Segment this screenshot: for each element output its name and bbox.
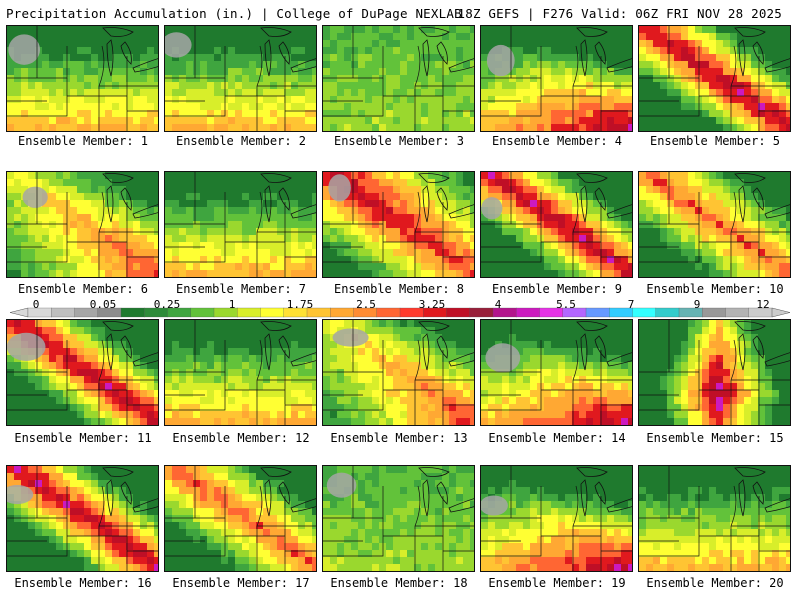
precip-field <box>639 466 790 571</box>
colorbar-tick-label: 1.75 <box>286 298 314 311</box>
ensemble-member-label: Ensemble Member: 12 <box>172 431 310 445</box>
ensemble-map-19 <box>480 465 633 572</box>
ensemble-member-label: Ensemble Member: 3 <box>333 134 465 148</box>
colorbar-swatch <box>725 307 750 318</box>
colorbar-swatch <box>376 307 401 318</box>
ensemble-map-20 <box>638 465 791 572</box>
colorbar-tick-label: 1 <box>228 298 236 311</box>
colorbar-tick-label: 0.25 <box>153 298 181 311</box>
colorbar-swatch <box>190 307 215 318</box>
colorbar-tick-label: 9 <box>693 298 701 311</box>
ensemble-member-label: Ensemble Member: 6 <box>17 282 149 296</box>
ensemble-member-label: Ensemble Member: 19 <box>488 576 626 590</box>
colorbar-swatch <box>120 307 145 318</box>
colorbar-max-arrow <box>771 307 791 318</box>
colorbar-tick-label: 3.25 <box>418 298 446 311</box>
colorbar-swatch <box>702 307 726 318</box>
precip-field <box>165 172 316 277</box>
ensemble-map-2 <box>164 25 317 132</box>
precip-field <box>639 320 790 425</box>
ensemble-member-label: Ensemble Member: 14 <box>488 431 626 445</box>
ensemble-member-label: Ensemble Member: 7 <box>175 282 307 296</box>
ensemble-map-1 <box>6 25 159 132</box>
precip-field <box>165 320 316 425</box>
ensemble-member-label: Ensemble Member: 17 <box>172 576 310 590</box>
precip-field <box>323 26 474 131</box>
ensemble-map-12 <box>164 319 317 426</box>
precip-field <box>7 320 158 425</box>
colorbar-swatch <box>585 307 610 318</box>
colorbar-swatch <box>655 307 680 318</box>
ensemble-map-5 <box>638 25 791 132</box>
precip-field <box>639 26 790 131</box>
page-title: Precipitation Accumulation (in.) | Colle… <box>6 6 462 21</box>
ensemble-map-8 <box>322 171 475 278</box>
ensemble-map-17 <box>164 465 317 572</box>
colorbar-tick-label: 5.5 <box>556 298 576 311</box>
precip-field <box>7 26 158 131</box>
colorbar-tick-label: 0 <box>32 298 40 311</box>
ensemble-member-label: Ensemble Member: 5 <box>649 134 781 148</box>
ensemble-map-10 <box>638 171 791 278</box>
ensemble-member-label: Ensemble Member: 8 <box>333 282 465 296</box>
ensemble-map-13 <box>322 319 475 426</box>
ensemble-map-7 <box>164 171 317 278</box>
ensemble-map-14 <box>480 319 633 426</box>
ensemble-map-6 <box>6 171 159 278</box>
colorbar-min-arrow <box>9 307 29 318</box>
ensemble-member-label: Ensemble Member: 11 <box>14 431 152 445</box>
ensemble-member-label: Ensemble Member: 9 <box>491 282 623 296</box>
ensemble-map-9 <box>480 171 633 278</box>
precip-field <box>323 466 474 571</box>
colorbar-swatch <box>330 307 354 318</box>
precip-field <box>481 466 632 571</box>
ensemble-map-11 <box>6 319 159 426</box>
ensemble-member-label: Ensemble Member: 16 <box>14 576 152 590</box>
ensemble-member-label: Ensemble Member: 20 <box>646 576 784 590</box>
ensemble-member-label: Ensemble Member: 2 <box>175 134 307 148</box>
ensemble-map-18 <box>322 465 475 572</box>
precip-field <box>481 26 632 131</box>
ensemble-member-label: Ensemble Member: 1 <box>17 134 149 148</box>
colorbar-tick-label: 0.05 <box>89 298 117 311</box>
colorbar-swatch <box>516 307 540 318</box>
precip-field <box>323 320 474 425</box>
colorbar-tick-label: 7 <box>627 298 635 311</box>
precip-colorbar <box>9 307 791 318</box>
ensemble-map-4 <box>480 25 633 132</box>
precip-field <box>481 320 632 425</box>
colorbar-tick-label: 12 <box>756 298 770 311</box>
precip-field <box>165 26 316 131</box>
colorbar-swatch <box>237 307 261 318</box>
colorbar-swatch <box>27 307 52 318</box>
model-run-info: 18Z GEFS | F276 Valid: 06Z FRI NOV 28 20… <box>457 6 782 21</box>
precip-field <box>481 172 632 277</box>
colorbar-swatch <box>446 307 471 318</box>
colorbar-swatch <box>632 307 657 318</box>
ensemble-member-label: Ensemble Member: 4 <box>491 134 623 148</box>
ensemble-map-3 <box>322 25 475 132</box>
colorbar-tick-label: 4 <box>494 298 502 311</box>
colorbar-tick-label: 2.5 <box>356 298 376 311</box>
precip-field <box>7 172 158 277</box>
colorbar-swatch <box>469 307 494 318</box>
ensemble-member-label: Ensemble Member: 15 <box>646 431 784 445</box>
colorbar-swatch <box>260 307 285 318</box>
colorbar-swatch <box>51 307 75 318</box>
ensemble-member-label: Ensemble Member: 13 <box>330 431 468 445</box>
ensemble-member-label: Ensemble Member: 18 <box>330 576 468 590</box>
precip-field <box>165 466 316 571</box>
precip-field <box>323 172 474 277</box>
precip-field <box>7 466 158 571</box>
ensemble-map-16 <box>6 465 159 572</box>
ensemble-map-15 <box>638 319 791 426</box>
ensemble-member-label: Ensemble Member: 10 <box>646 282 784 296</box>
precip-field <box>639 172 790 277</box>
